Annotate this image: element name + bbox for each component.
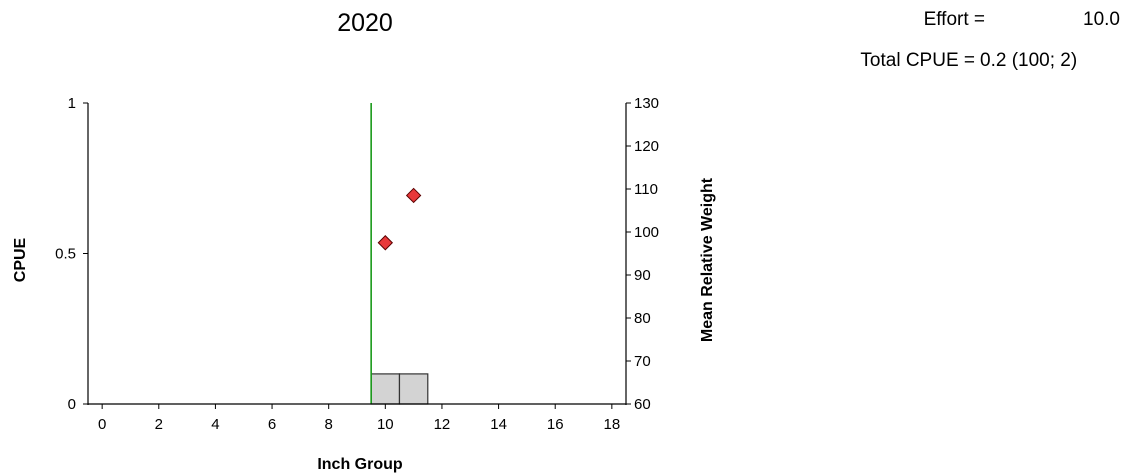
x-tick-label: 14: [490, 416, 507, 433]
y2-tick-label: 90: [634, 267, 651, 284]
effort-label: Effort =: [924, 9, 985, 30]
relative-weight-point: [377, 235, 394, 251]
cpue-bar: [398, 373, 429, 405]
y2-tick-label: 120: [634, 138, 659, 155]
y2-tick-label: 60: [634, 396, 651, 413]
y2-tick-label: 110: [634, 181, 658, 198]
y-tick-label: 0.5: [55, 246, 76, 263]
x-tick-label: 6: [268, 416, 276, 433]
total-cpue-label: Total CPUE =: [860, 50, 975, 71]
chart-title: 2020: [337, 9, 393, 37]
x-tick-label: 4: [211, 416, 219, 433]
x-tick-label: 0: [98, 416, 106, 433]
x-tick-label: 2: [155, 416, 163, 433]
plot-area: 0 2 4 6 8 10 12 14 16 18 0 0.5 1 60 70 80 90 100 110 120 130: [55, 95, 659, 433]
y2-axis-title: Mean Relative Weight: [699, 177, 716, 342]
y-tick-label: 1: [68, 95, 76, 112]
x-tick-label: 16: [547, 416, 564, 433]
relative-weight-point: [405, 187, 422, 204]
x-axis-title: Inch Group: [317, 456, 403, 473]
x-tick-label: 8: [325, 416, 333, 433]
y-tick-label: 0: [68, 396, 76, 413]
cpue-bar: [370, 373, 401, 405]
y2-tick-label: 70: [634, 353, 651, 370]
effort-value: 10.0: [1083, 9, 1120, 30]
y-axis-title: CPUE: [12, 237, 29, 282]
x-tick-label: 10: [377, 416, 394, 433]
x-tick-label: 12: [434, 416, 451, 433]
y2-tick-label: 80: [634, 310, 651, 327]
total-cpue-value: 0.2 (100; 2): [980, 50, 1077, 71]
y2-tick-label: 100: [634, 224, 659, 241]
x-tick-label: 18: [603, 416, 620, 433]
y2-tick-label: 130: [634, 95, 659, 112]
